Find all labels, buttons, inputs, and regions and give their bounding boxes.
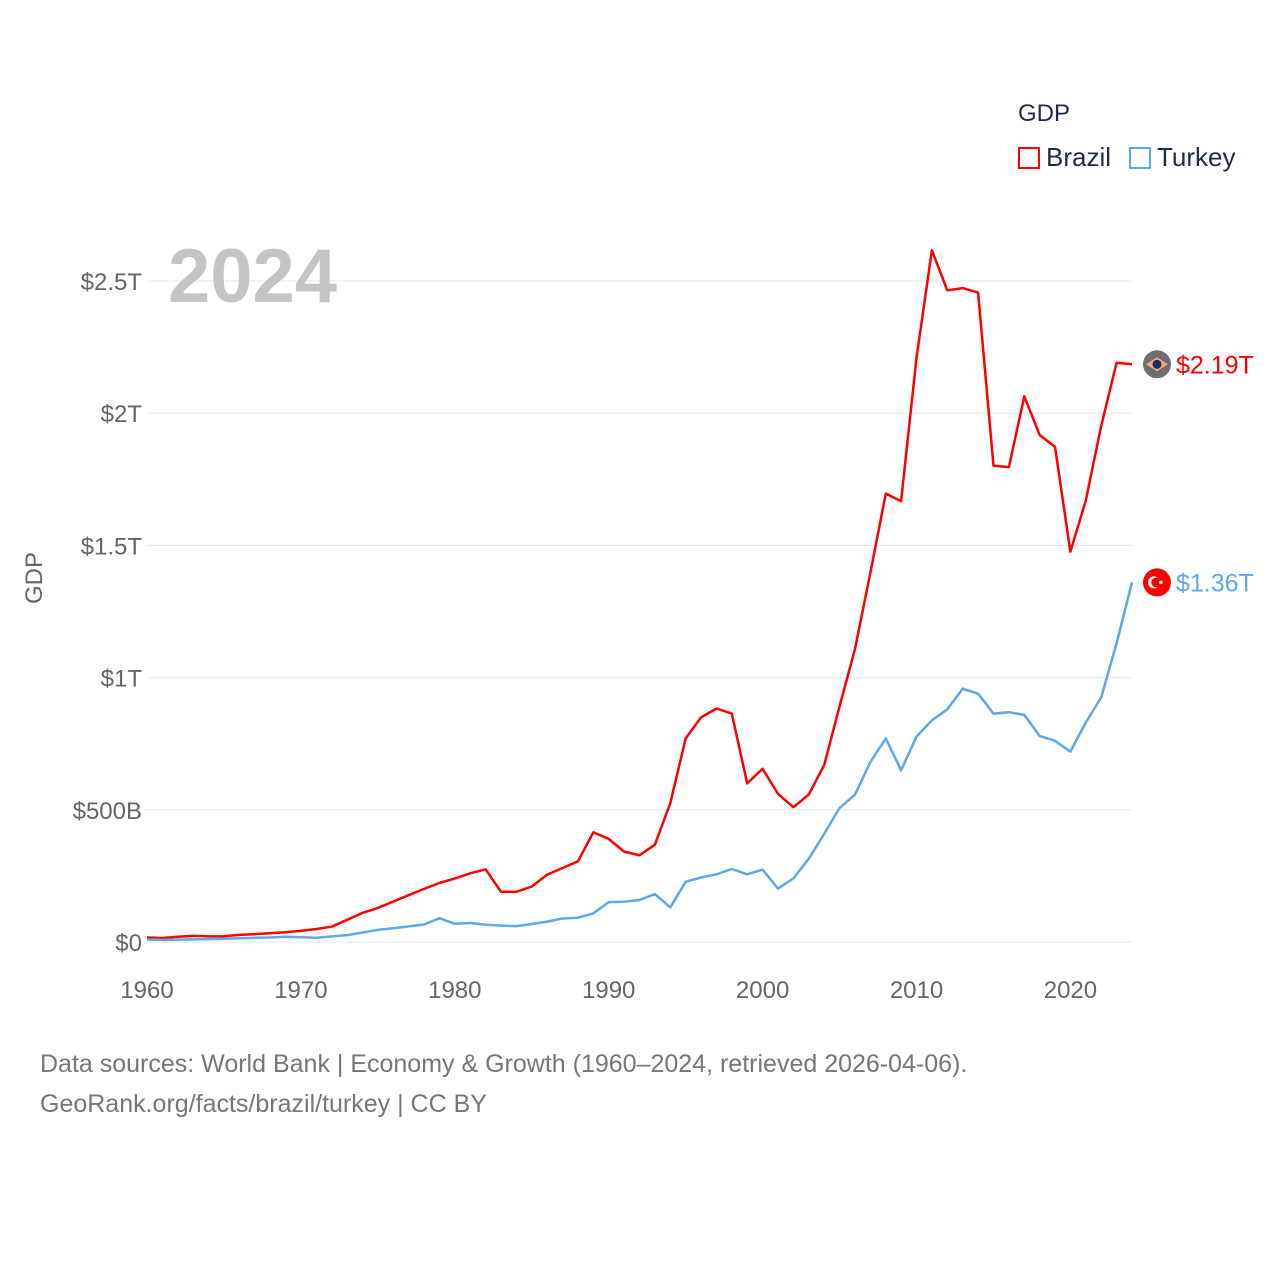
x-tick-label: 1960 (120, 977, 173, 1004)
legend-title: GDP (1018, 100, 1071, 127)
x-tick-label: 1980 (428, 977, 481, 1004)
x-tick-label: 2010 (890, 977, 943, 1004)
y-tick-label: $500B (73, 798, 142, 825)
y-axis-label: GDP (21, 552, 48, 604)
series-line-turkey (146, 582, 1134, 942)
turkey-flag-crescent-cut (1151, 577, 1161, 588)
x-tick-label: 1990 (582, 977, 635, 1004)
x-tick-label: 1970 (274, 977, 327, 1004)
legend-swatch-turkey (1129, 146, 1152, 169)
y-tick-label: $2.5T (81, 269, 143, 296)
y-tick-label: $1.5T (81, 533, 143, 560)
x-tick-label: 2000 (736, 977, 789, 1004)
turkey-flag-star (1159, 580, 1163, 585)
source-url-text[interactable]: GeoRank.org/facts/brazil/turkey | CC BY (40, 1090, 487, 1118)
y-tick-label: $2T (101, 401, 143, 428)
y-tick-label: $1T (101, 666, 143, 693)
legend: Brazil Turkey (1018, 142, 1236, 173)
legend-item-turkey[interactable]: Turkey (1129, 142, 1236, 173)
end-value-label-turkey: $1.36T (1176, 569, 1254, 597)
x-tick-label: 2020 (1044, 977, 1097, 1004)
end-value-label-brazil: $2.19T (1176, 351, 1254, 379)
brazil-flag-globe (1152, 359, 1162, 369)
legend-item-brazil[interactable]: Brazil (1018, 142, 1111, 173)
y-tick-label: $0 (115, 930, 142, 957)
data-source-text: Data sources: World Bank | Economy & Gro… (40, 1050, 968, 1078)
series-line-brazil (146, 249, 1133, 940)
legend-swatch-brazil (1018, 146, 1040, 169)
year-label: 2024 (168, 234, 337, 319)
footer: Data sources: World Bank | Economy & Gro… (40, 1044, 967, 1124)
legend-label-brazil: Brazil (1046, 142, 1112, 172)
legend-label-turkey: Turkey (1157, 142, 1236, 172)
